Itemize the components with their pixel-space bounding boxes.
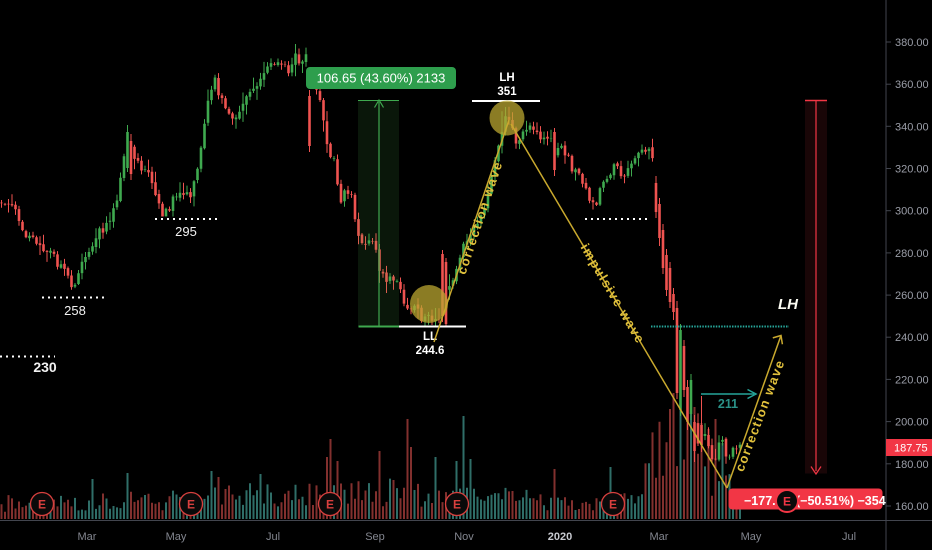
- svg-text:340.00: 340.00: [895, 121, 929, 133]
- svg-text:351: 351: [497, 86, 517, 98]
- svg-text:160.00: 160.00: [895, 501, 929, 513]
- svg-text:180.00: 180.00: [895, 459, 929, 471]
- svg-text:280.00: 280.00: [895, 248, 929, 260]
- svg-text:295: 295: [175, 224, 197, 239]
- svg-text:LL: LL: [423, 331, 437, 343]
- svg-text:Nov: Nov: [454, 531, 474, 543]
- svg-text:360.00: 360.00: [895, 79, 929, 91]
- svg-text:E: E: [783, 495, 791, 509]
- svg-text:244.6: 244.6: [416, 345, 445, 357]
- svg-text:E: E: [187, 498, 195, 512]
- svg-text:300.00: 300.00: [895, 206, 929, 218]
- svg-text:Mar: Mar: [78, 531, 97, 543]
- svg-text:E: E: [609, 498, 617, 512]
- svg-text:220.00: 220.00: [895, 374, 929, 386]
- svg-text:Sep: Sep: [365, 531, 385, 543]
- svg-text:240.00: 240.00: [895, 332, 929, 344]
- svg-text:260.00: 260.00: [895, 290, 929, 302]
- svg-text:E: E: [38, 498, 46, 512]
- svg-text:258: 258: [64, 303, 86, 318]
- svg-text:May: May: [741, 531, 762, 543]
- svg-text:Mar: Mar: [650, 531, 669, 543]
- svg-text:320.00: 320.00: [895, 164, 929, 176]
- svg-text:Jul: Jul: [266, 531, 280, 543]
- svg-text:211: 211: [718, 397, 738, 411]
- svg-text:106.65 (43.60%) 2133: 106.65 (43.60%) 2133: [317, 71, 446, 86]
- svg-text:LH: LH: [499, 72, 514, 84]
- svg-text:187.75: 187.75: [894, 443, 928, 455]
- svg-text:May: May: [166, 531, 187, 543]
- svg-text:E: E: [453, 498, 461, 512]
- svg-text:(−50.51%) −354: (−50.51%) −354: [796, 494, 886, 508]
- svg-text:LH: LH: [778, 296, 799, 313]
- svg-text:E: E: [326, 498, 334, 512]
- svg-text:230: 230: [33, 359, 57, 375]
- svg-text:Jul: Jul: [842, 531, 856, 543]
- svg-text:380.00: 380.00: [895, 37, 929, 49]
- svg-text:200.00: 200.00: [895, 417, 929, 429]
- svg-text:2020: 2020: [548, 531, 572, 543]
